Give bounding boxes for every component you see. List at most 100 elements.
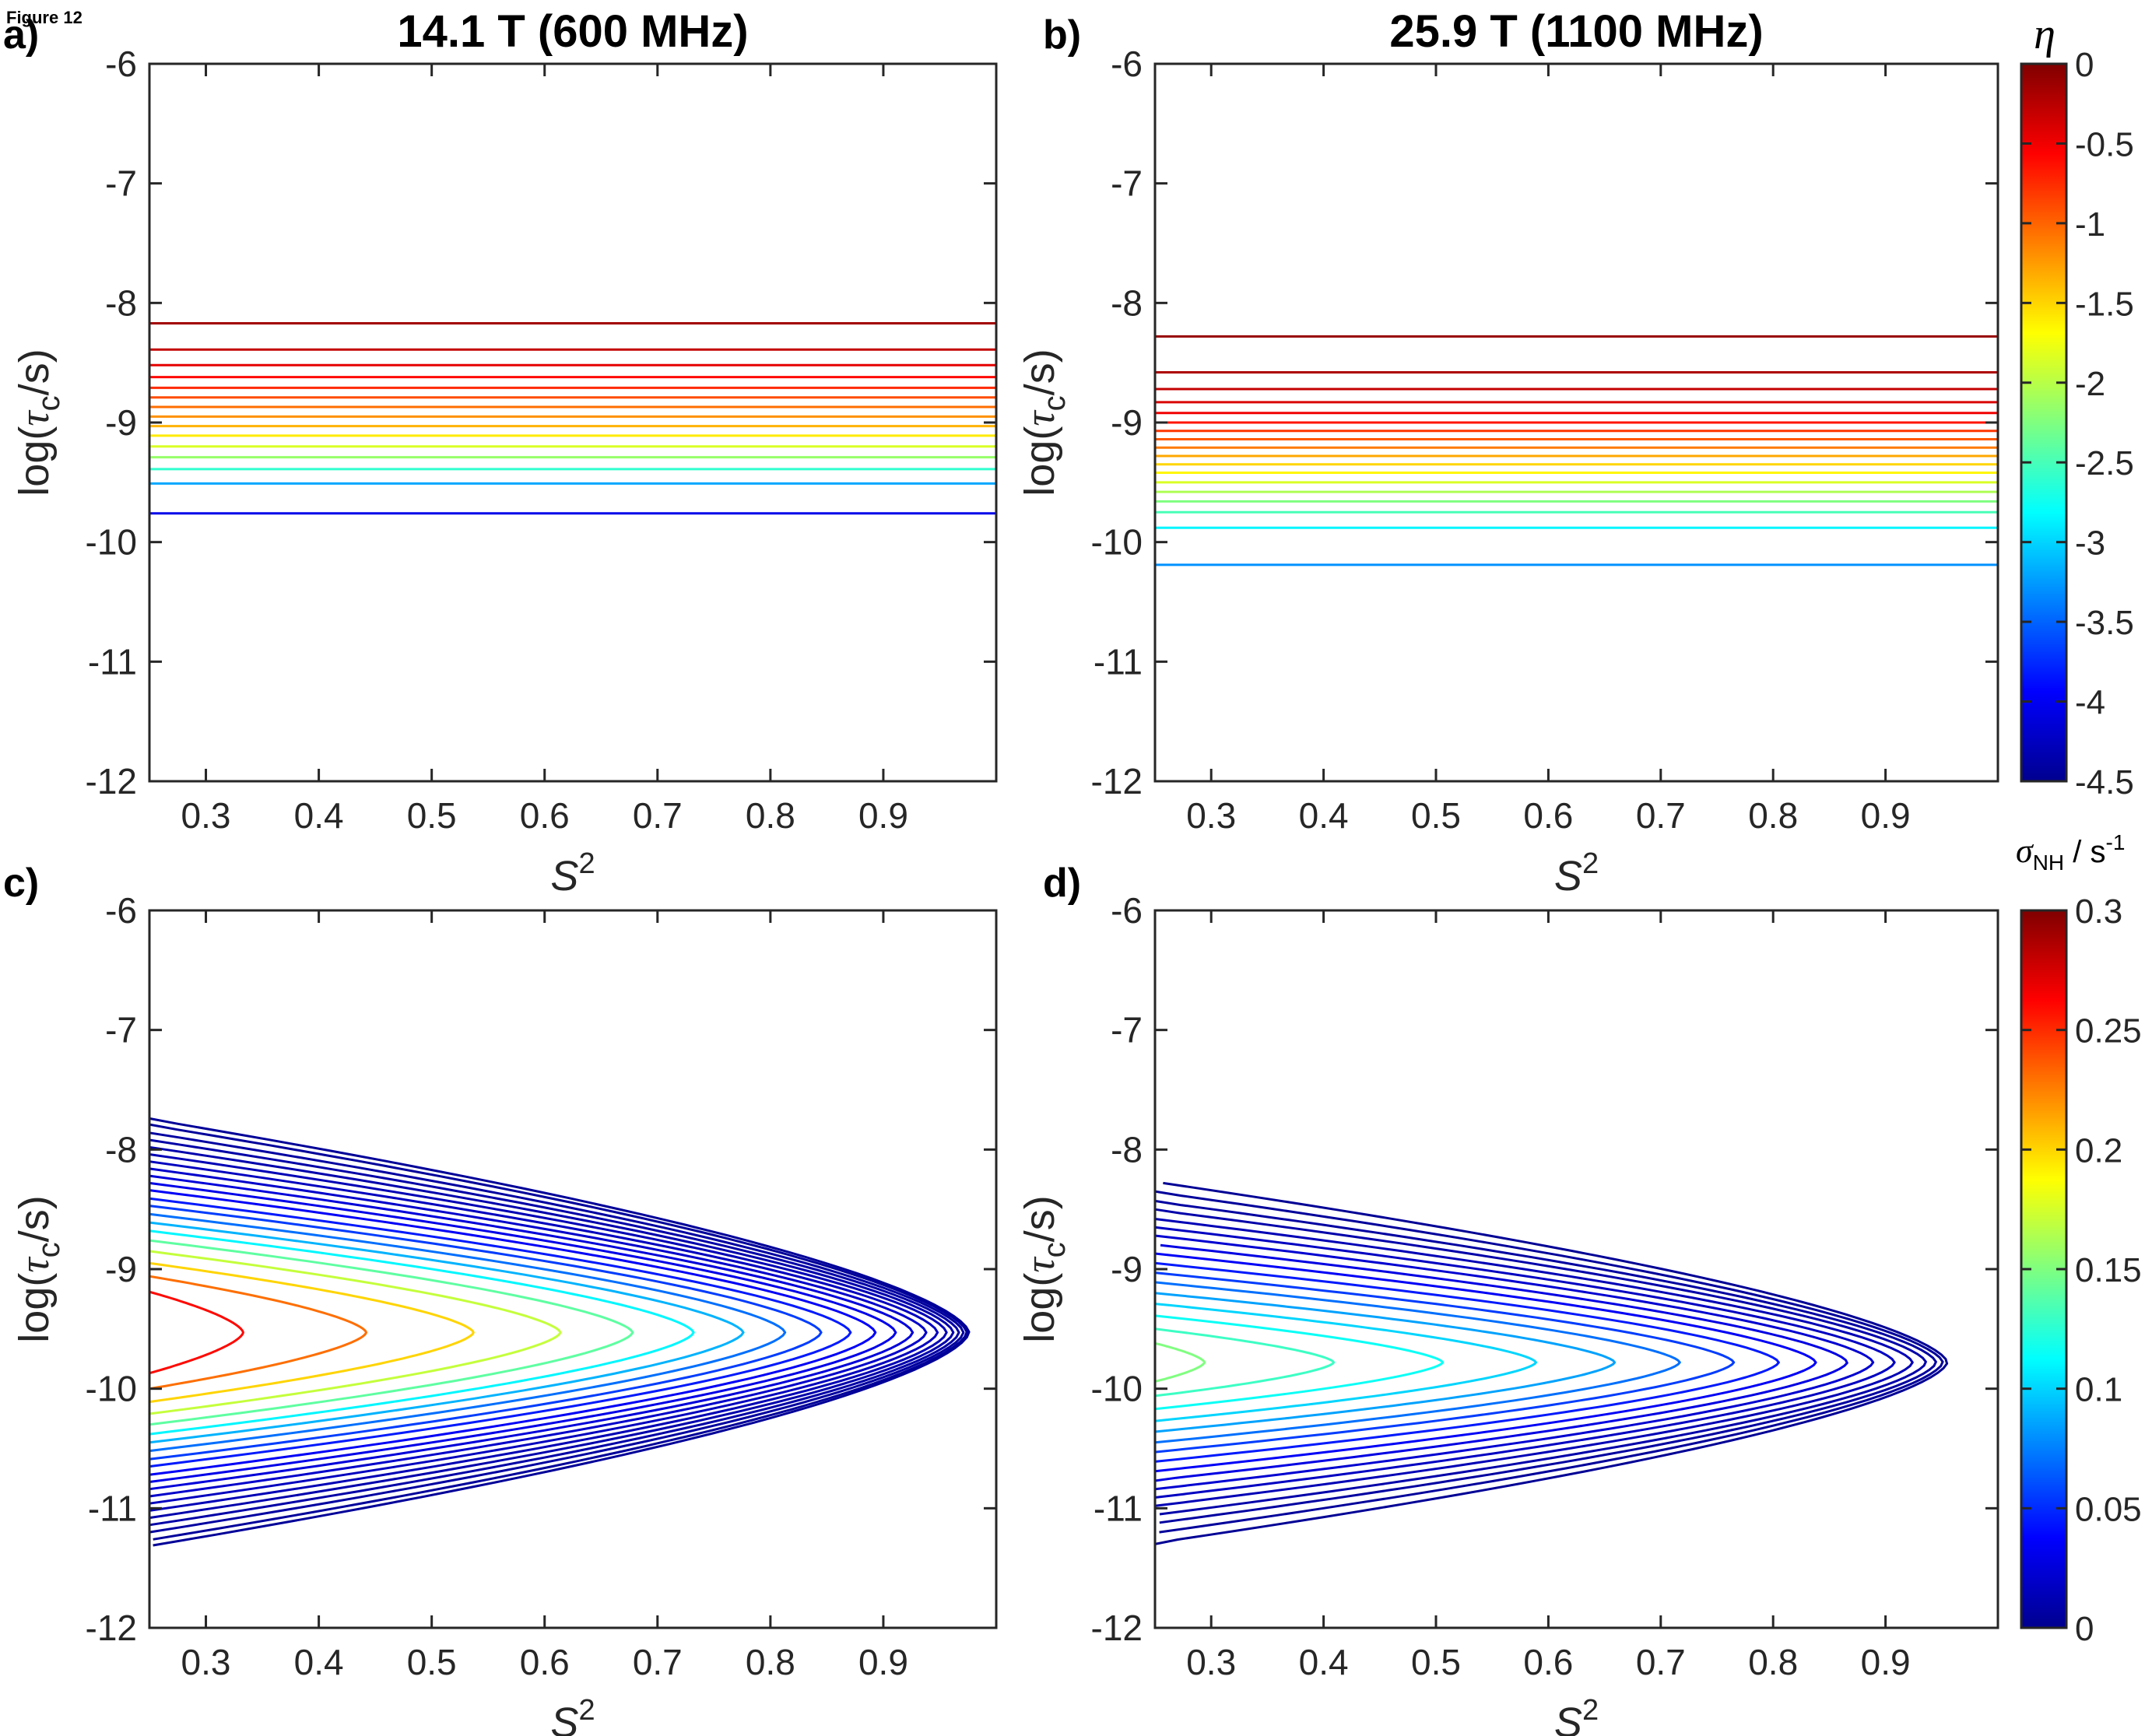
xtick-label: 0.9 — [858, 795, 908, 836]
colorbar-sigma-label: σNH / s-1 — [2016, 830, 2125, 875]
colorbar-sigma-sub: NH — [2033, 850, 2064, 875]
contour-curve-11 — [149, 1181, 897, 1483]
contour-curve-2 — [1154, 1314, 1445, 1411]
ytick-label: -11 — [88, 1488, 137, 1528]
contour-curve-0 — [149, 1290, 244, 1375]
contour-curve-6 — [149, 1221, 745, 1444]
ytick-label: -12 — [86, 1608, 137, 1648]
xtick-label: 0.7 — [633, 795, 683, 836]
xtick-label: 0.7 — [1636, 1642, 1686, 1682]
ytick-label: -11 — [88, 641, 137, 682]
contour-curve-10 — [149, 1189, 877, 1476]
y-axis-label: log(τc/s) — [1016, 1195, 1072, 1342]
colorbar-tick-label: -2.5 — [2075, 444, 2134, 482]
colorbar-tick-label: -1 — [2075, 205, 2105, 244]
contour-curve-15 — [149, 1153, 948, 1512]
ytick-label: -6 — [105, 890, 137, 931]
x-axis-label: S2 — [1554, 847, 1599, 900]
xtick-label: 0.6 — [520, 1642, 570, 1682]
colorbar-eta: η 0 -0.5 -1 -1.5 -2 -2.5 -3 -3.5 -4 -4.5 — [2020, 10, 2134, 801]
ytick-label: -10 — [1091, 1369, 1143, 1409]
colorbar-tick-label: -0.5 — [2075, 125, 2134, 163]
contour-curve-3 — [149, 1250, 562, 1415]
colorbar-tick-label: 0.25 — [2075, 1012, 2142, 1050]
ytick-label: -11 — [1094, 641, 1143, 682]
xtick-label: 0.3 — [181, 795, 231, 836]
panel-d: -6 -7 -8 -9 -10 -11 -12 0.3 0.4 0.5 0.6 0.7 0.8 0.9 S2… — [1016, 861, 1999, 1736]
y-axis-label: log(τc/s) — [1016, 349, 1072, 496]
ytick-label: -9 — [105, 402, 137, 443]
ytick-label: -10 — [86, 522, 137, 563]
colorbar-sigma: σNH / s-1 0.3 0.25 0.2 0.15 0.1 0.05 0 — [2016, 830, 2142, 1648]
x-axis-label: S2 — [550, 1694, 595, 1736]
panel-title: 25.9 T (1100 MHz) — [1389, 6, 1763, 57]
contour-lines — [1154, 1181, 1949, 1545]
ytick-label: -7 — [105, 163, 137, 204]
ytick-label: -6 — [105, 44, 137, 84]
ytick-label: -8 — [1111, 1129, 1143, 1170]
contour-curve-4 — [149, 1239, 634, 1426]
contour-curve-1 — [1154, 1327, 1336, 1398]
x-axis-label: S2 — [1554, 1694, 1599, 1736]
contour-curve-1 — [149, 1275, 367, 1391]
contour-curve-5 — [1154, 1281, 1681, 1444]
xtick-label: 0.9 — [858, 1642, 908, 1682]
ytick-label: -8 — [105, 282, 137, 323]
ytick-label: -6 — [1111, 890, 1143, 931]
ytick-label: -6 — [1111, 44, 1143, 84]
xtick-label: 0.6 — [1523, 795, 1573, 836]
xtick-label: 0.8 — [1748, 1642, 1798, 1682]
contour-curve-9 — [149, 1197, 852, 1468]
ytick-label: -11 — [1094, 1488, 1143, 1528]
colorbar-sigma-sup: -1 — [2106, 830, 2126, 854]
panel-a: -6 -7 -8 -9 -10 -11 -12 0.3 0.4 0.5 0.6 0.7 0.8 0.9 S2… — [3, 6, 998, 900]
y-axis-label: log(τc/s) — [11, 1195, 66, 1342]
xtick-label: 0.7 — [1636, 795, 1686, 836]
axes-box — [1153, 909, 1999, 1629]
colorbar-tick-label: 0 — [2075, 46, 2094, 84]
panel-b: -6 -7 -8 -9 -10 -11 -12 0.3 0.4 0.5 0.6 0.7 0.8 0.9 S2… — [1016, 6, 1999, 900]
xtick-label: 0.8 — [1748, 795, 1798, 836]
xtick-label: 0.3 — [1186, 795, 1236, 836]
ytick-label: -12 — [1091, 1608, 1143, 1648]
contour-curve-9 — [1154, 1243, 1848, 1482]
colorbar-eta-gradient — [2020, 62, 2068, 783]
xtick-label: 0.4 — [1299, 795, 1349, 836]
contour-curve-3 — [1154, 1303, 1537, 1422]
contour-curve-13 — [1154, 1208, 1927, 1516]
contour-lines — [149, 321, 996, 515]
ytick-label: -12 — [86, 761, 137, 801]
xtick-label: 0.4 — [1299, 1642, 1349, 1682]
colorbar-tick-label: -4.5 — [2075, 763, 2134, 801]
xtick-label: 0.6 — [520, 795, 570, 836]
contour-curve-15 — [1154, 1190, 1944, 1534]
ytick-label: -7 — [1111, 163, 1143, 204]
ytick-label: -12 — [1091, 761, 1143, 801]
contour-curve-17 — [149, 1138, 960, 1527]
panel-letter: b) — [1043, 12, 1081, 58]
xtick-label: 0.5 — [1411, 1642, 1461, 1682]
colorbar-tick-label: 0.3 — [2075, 893, 2122, 931]
xtick-label: 0.4 — [294, 795, 344, 836]
xtick-label: 0.7 — [633, 1642, 683, 1682]
contour-curve-16 — [1154, 1181, 1949, 1545]
y-axis-label: log(τc/s) — [11, 349, 66, 496]
contour-lines — [149, 1117, 971, 1547]
colorbar-tick-label: 0.1 — [2075, 1371, 2122, 1409]
xtick-label: 0.9 — [1861, 1642, 1911, 1682]
colorbar-tick-label: 0.2 — [2075, 1131, 2122, 1170]
xtick-label: 0.9 — [1861, 795, 1911, 836]
contour-curve-11 — [1154, 1226, 1896, 1499]
contour-curve-4 — [1154, 1292, 1617, 1433]
xtick-label: 0.6 — [1523, 1642, 1573, 1682]
colorbar-tick-label: -2 — [2075, 365, 2105, 403]
contour-curve-18 — [149, 1131, 965, 1534]
contour-curve-7 — [1154, 1261, 1780, 1463]
contour-curve-2 — [149, 1261, 475, 1404]
colorbar-tick-label: -3 — [2075, 524, 2105, 563]
contour-curve-19 — [149, 1123, 968, 1541]
ytick-label: -7 — [105, 1010, 137, 1050]
contour-curve-8 — [149, 1205, 823, 1461]
colorbar-tick-label: 0.05 — [2075, 1490, 2142, 1528]
